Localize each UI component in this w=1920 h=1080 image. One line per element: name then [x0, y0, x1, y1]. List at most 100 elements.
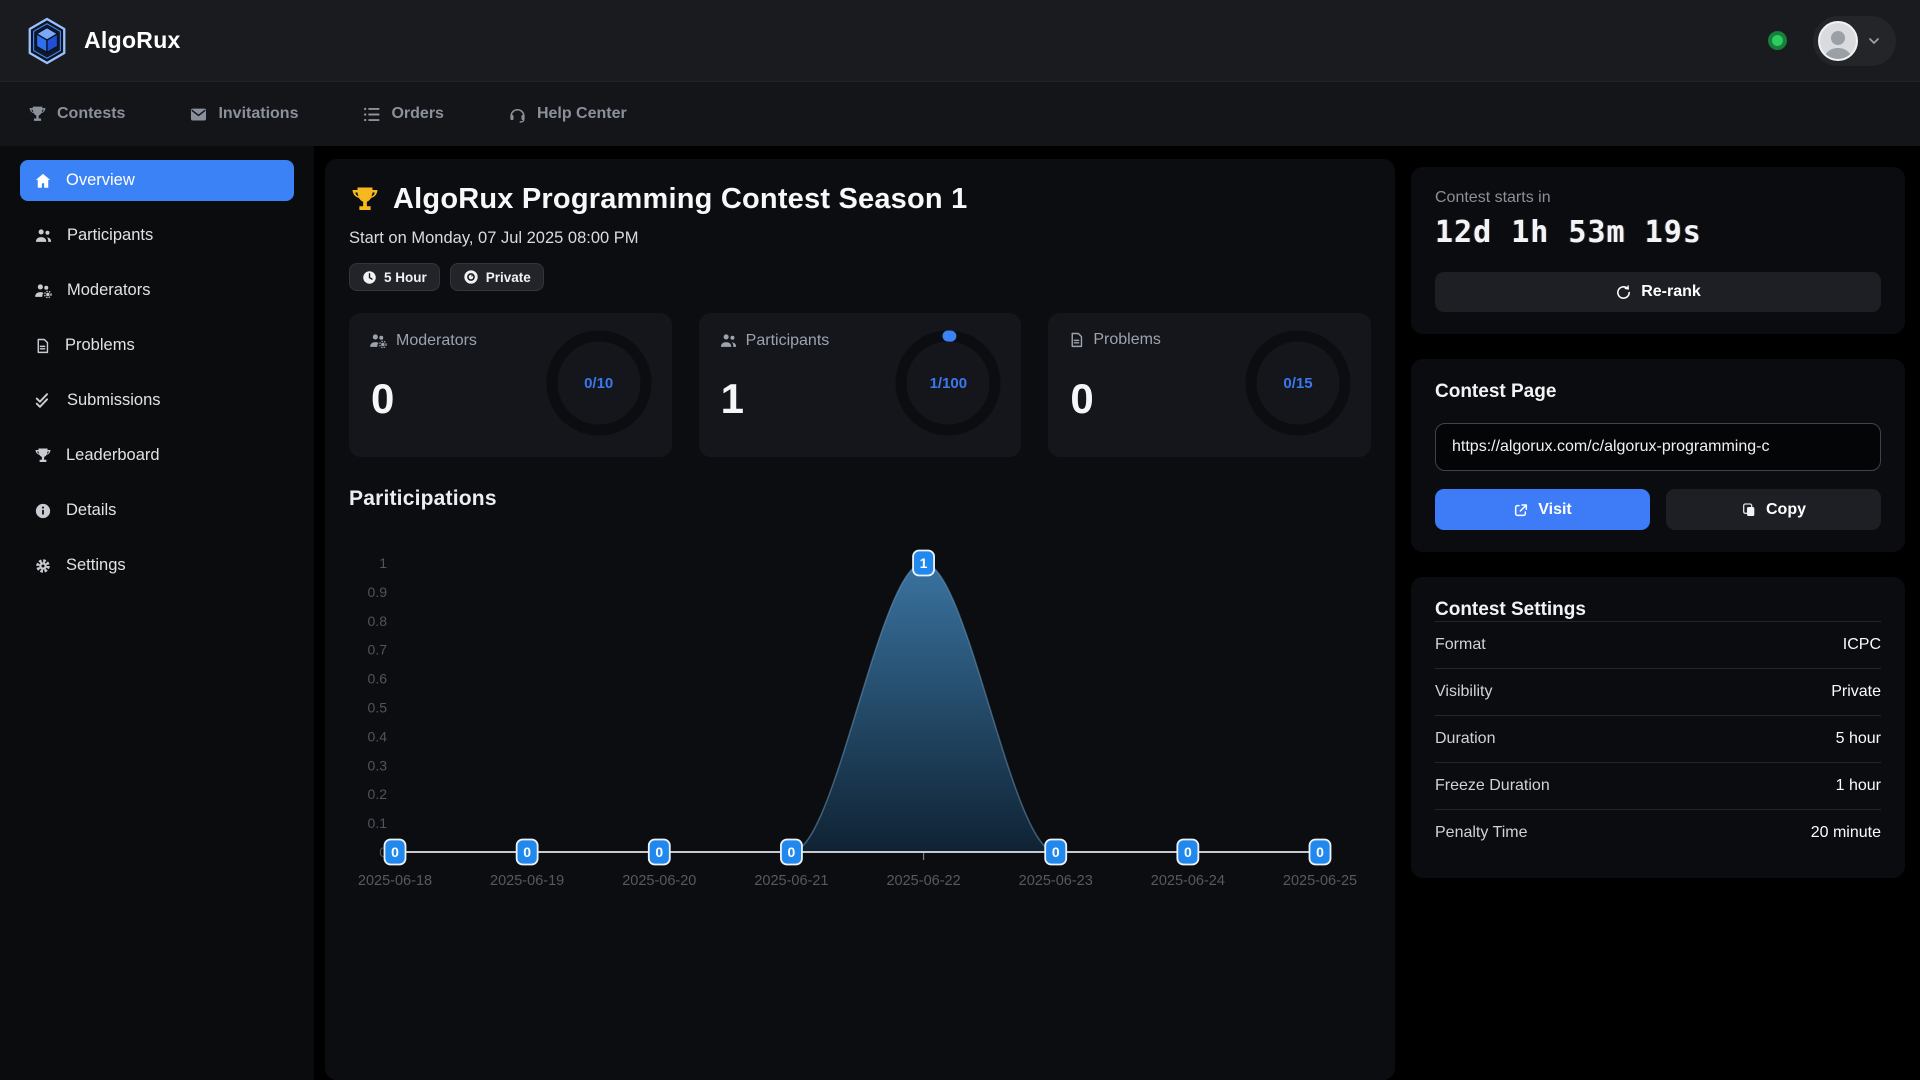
duration-badge: 5 Hour — [349, 263, 440, 291]
chart-point-marker — [647, 838, 671, 866]
nav-item-orders[interactable]: Orders — [362, 105, 444, 124]
chart-point-marker — [1308, 838, 1332, 866]
visit-label: Visit — [1538, 500, 1572, 518]
y-axis-label: 0.9 — [368, 584, 388, 600]
list-icon — [362, 105, 381, 124]
setting-row-penalty-time: Penalty Time 20 minute — [1435, 809, 1881, 856]
sidebar-item-label: Submissions — [67, 391, 161, 409]
stat-label: Problems — [1093, 331, 1161, 348]
setting-label: Duration — [1435, 730, 1496, 747]
y-axis-label: 0 — [379, 844, 387, 860]
y-axis-label: 0.6 — [368, 671, 388, 687]
progress-ring: 1/100 — [889, 324, 1007, 442]
trophy-gold-icon — [349, 185, 381, 215]
sidebar-item-problems[interactable]: Problems — [20, 325, 294, 366]
users-icon — [719, 331, 738, 350]
stat-card-participants: Participants 1 1/100 — [698, 313, 1022, 457]
eye-icon — [463, 269, 479, 285]
nav-label: Contests — [57, 105, 126, 122]
refresh-icon — [1615, 284, 1632, 301]
contest-url-input[interactable] — [1435, 423, 1881, 471]
x-axis-label: 2025-06-24 — [1151, 873, 1225, 889]
file-icon — [34, 337, 51, 355]
countdown-value: 12d 1h 53m 19s — [1435, 215, 1702, 250]
chart-point-label: 0 — [1184, 844, 1192, 860]
badge-label: Private — [485, 269, 531, 285]
info-icon — [34, 502, 52, 520]
chart-point-marker — [383, 838, 407, 866]
users-icon — [34, 226, 53, 245]
sidebar: Overview Participants Moderators Problem… — [0, 146, 314, 1080]
nav-item-invitations[interactable]: Invitations — [189, 105, 298, 124]
sidebar-item-leaderboard[interactable]: Leaderboard — [20, 435, 294, 476]
setting-label: Freeze Duration — [1435, 777, 1550, 794]
sidebar-item-label: Participants — [67, 226, 154, 244]
countdown-card: Contest starts in 12d 1h 53m 19s Re-rank — [1411, 167, 1905, 334]
badge-label: 5 Hour — [384, 269, 427, 285]
sidebar-item-overview[interactable]: Overview — [20, 160, 294, 201]
rerank-button[interactable]: Re-rank — [1435, 272, 1881, 312]
x-axis-label: 2025-06-23 — [1019, 873, 1093, 889]
setting-label: Visibility — [1435, 683, 1493, 700]
sidebar-item-details[interactable]: Details — [20, 490, 294, 531]
y-axis-label: 0.1 — [368, 815, 388, 831]
y-axis-label: 0.7 — [368, 642, 388, 658]
nav-label: Help Center — [536, 105, 627, 122]
contest-page-title: Contest Page — [1435, 381, 1557, 402]
stat-label: Participants — [745, 331, 830, 349]
stat-label: Moderators — [396, 331, 477, 349]
nav-label: Invitations — [218, 105, 299, 122]
progress-ring: 0/10 — [540, 324, 658, 442]
chart-point-marker — [780, 838, 803, 866]
file-icon — [1068, 331, 1085, 349]
chart-point-label: 0 — [1316, 844, 1324, 860]
contest-overview-panel: AlgoRux Programming Contest Season 1 Sta… — [325, 159, 1395, 1080]
stat-value: 0 — [371, 375, 395, 422]
nav-item-contests[interactable]: Contests — [28, 105, 125, 124]
brand[interactable]: AlgoRux — [24, 16, 181, 66]
chart-point-marker — [515, 838, 539, 866]
stat-card-problems: Problems 0 0/15 — [1048, 313, 1372, 457]
chart-title: Pariticipations — [349, 487, 497, 510]
sidebar-item-submissions[interactable]: Submissions — [20, 380, 294, 421]
setting-value: 5 hour — [1835, 730, 1881, 747]
stat-card-moderators: Moderators 0 0/10 — [349, 313, 672, 457]
setting-value: ICPC — [1842, 636, 1881, 653]
y-axis-label: 0.5 — [368, 700, 388, 716]
y-axis-label: 0.4 — [368, 728, 388, 744]
chart-point-label: 1 — [920, 555, 928, 571]
external-link-icon — [1513, 502, 1529, 518]
sidebar-item-settings[interactable]: Settings — [20, 545, 294, 586]
x-axis-label: 2025-06-18 — [358, 873, 432, 889]
stat-ratio: 0/15 — [1283, 374, 1313, 392]
setting-value: 20 minute — [1810, 824, 1881, 841]
trophy-icon — [34, 447, 52, 465]
chevron-down-icon — [1866, 33, 1882, 49]
countdown-label: Contest starts in — [1435, 189, 1551, 206]
sidebar-item-label: Details — [66, 501, 117, 519]
visit-button[interactable]: Visit — [1435, 489, 1650, 530]
participations-chart: 0 0.1 0.2 0.3 0.4 0.5 0.6 0.7 0.8 0.9 1 2025-06-18 2… — [349, 517, 1371, 914]
setting-label: Penalty Time — [1435, 824, 1528, 841]
user-menu[interactable] — [1813, 15, 1896, 66]
nav-item-help-center[interactable]: Help Center — [508, 105, 627, 124]
sidebar-item-participants[interactable]: Participants — [20, 215, 294, 256]
x-axis-label: 2025-06-20 — [622, 873, 696, 889]
visibility-badge: Private — [449, 263, 544, 291]
home-icon — [34, 172, 52, 190]
avatar — [1818, 20, 1858, 61]
copy-button[interactable]: Copy — [1666, 489, 1881, 530]
setting-row-duration: Duration 5 hour — [1435, 715, 1881, 762]
sidebar-item-moderators[interactable]: Moderators — [20, 270, 294, 311]
chart-point-label: 0 — [1052, 844, 1060, 860]
clock-icon — [362, 270, 377, 285]
users-gear-icon — [34, 281, 53, 300]
x-axis-label: 2025-06-25 — [1283, 873, 1357, 889]
contest-settings-title: Contest Settings — [1435, 599, 1586, 620]
setting-label: Format — [1435, 636, 1486, 653]
copy-label: Copy — [1766, 500, 1806, 518]
x-axis-label: 2025-06-21 — [754, 873, 828, 889]
contest-page-card: Contest Page Visit Copy — [1411, 359, 1905, 552]
sidebar-item-label: Moderators — [67, 281, 151, 299]
rerank-label: Re-rank — [1641, 283, 1701, 300]
